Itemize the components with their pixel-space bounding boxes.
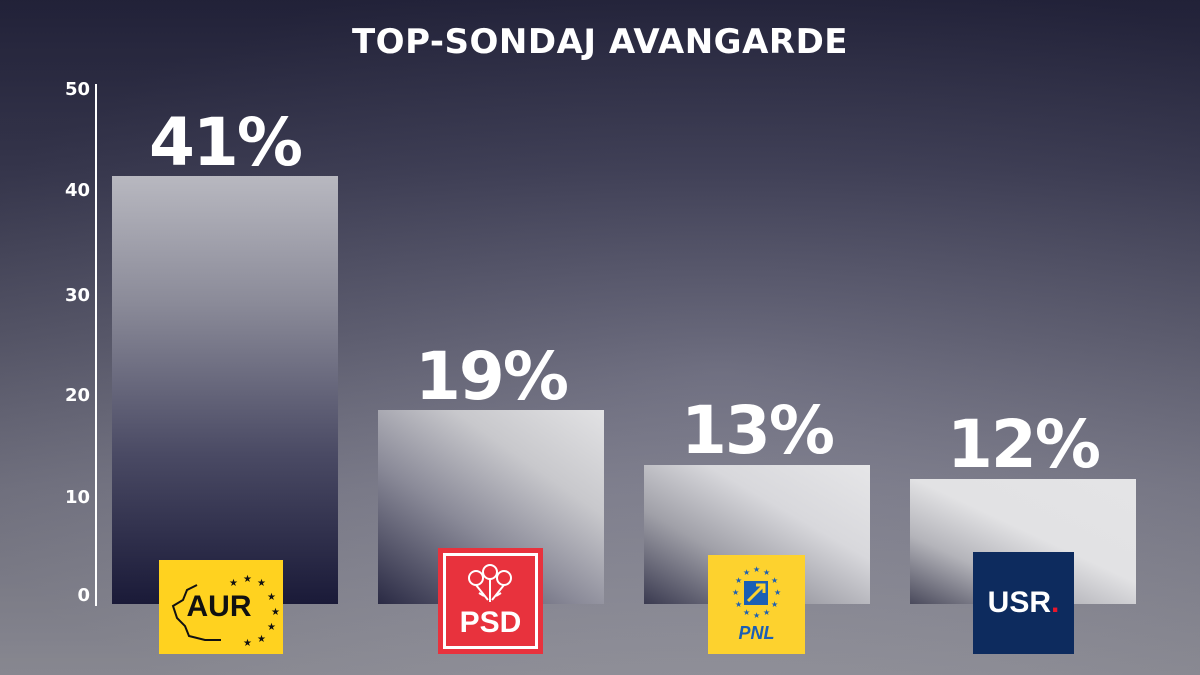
svg-text:★: ★ xyxy=(267,622,276,633)
value-label-aur: 41% xyxy=(149,104,303,181)
svg-text:★: ★ xyxy=(243,638,252,649)
y-tick-10: 10 xyxy=(64,487,90,508)
y-tick-0: 0 xyxy=(77,585,90,606)
aur-logo-text: AUR xyxy=(186,590,252,623)
svg-text:★: ★ xyxy=(732,588,739,597)
pnl-logo-text: PNL xyxy=(738,623,775,643)
svg-text:★: ★ xyxy=(243,574,252,585)
usr-logo-text: USR xyxy=(987,586,1051,619)
psd-logo: PSD xyxy=(438,548,543,654)
y-tick-50: 50 xyxy=(64,79,90,100)
svg-text:★: ★ xyxy=(271,607,280,618)
svg-text:★: ★ xyxy=(774,588,781,597)
y-tick-30: 30 xyxy=(64,285,90,306)
value-label-psd: 19% xyxy=(415,338,569,415)
svg-text:★: ★ xyxy=(753,611,760,620)
usr-red-dot-icon: . xyxy=(1051,586,1060,619)
pnl-arrow-stars-icon: ★ ★ ★ ★★★ ★★★ ★★★ xyxy=(732,565,781,620)
bar-aur xyxy=(112,176,338,604)
svg-text:★: ★ xyxy=(763,568,770,577)
svg-text:★: ★ xyxy=(257,578,266,589)
aur-map-stars-icon: ★ ★ ★ ★★★ ★★ xyxy=(171,574,280,649)
y-axis-line xyxy=(95,84,97,606)
y-tick-40: 40 xyxy=(64,180,90,201)
psd-logo-border xyxy=(443,553,538,649)
svg-text:★: ★ xyxy=(735,600,742,609)
svg-text:★: ★ xyxy=(257,634,266,645)
usr-logo: USR. xyxy=(973,552,1074,654)
value-label-pnl: 13% xyxy=(681,392,835,469)
chart-title: TOP-SONDAJ AVANGARDE xyxy=(351,22,849,62)
pnl-logo: ★ ★ ★ ★ ★ ★ ★ ★ ★ ★ ★ ★ PNL xyxy=(708,555,805,654)
svg-text:★: ★ xyxy=(743,608,750,617)
y-tick-20: 20 xyxy=(64,385,90,406)
psd-logo-text: PSD xyxy=(459,606,522,639)
svg-text:★: ★ xyxy=(267,592,276,603)
svg-text:★: ★ xyxy=(771,600,778,609)
value-label-usr: 12% xyxy=(947,406,1101,483)
aur-logo: ★ ★ ★ ★ ★ ★ ★ ★ AUR xyxy=(159,560,283,654)
svg-text:★: ★ xyxy=(771,576,778,585)
svg-text:★: ★ xyxy=(753,565,760,574)
svg-text:★: ★ xyxy=(743,568,750,577)
svg-text:★: ★ xyxy=(763,608,770,617)
svg-text:★: ★ xyxy=(229,578,238,589)
roses-icon xyxy=(468,564,512,602)
svg-text:★: ★ xyxy=(735,576,742,585)
